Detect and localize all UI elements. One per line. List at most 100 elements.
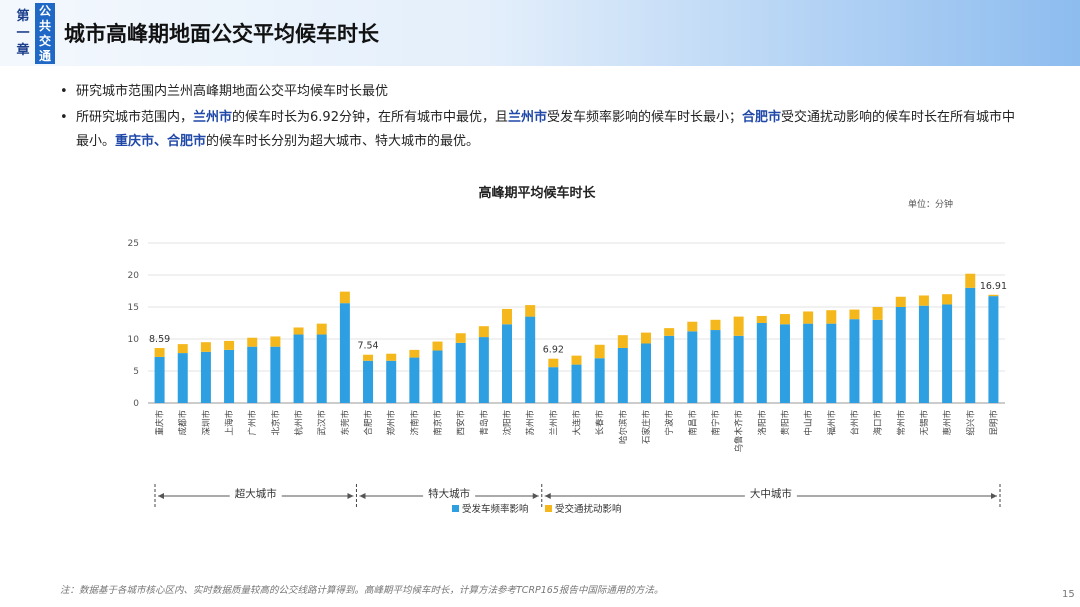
group-arrow-left bbox=[359, 493, 366, 499]
bar-traffic bbox=[293, 327, 304, 335]
x-tick-label: 济南市 bbox=[409, 410, 420, 436]
x-tick-label: 合肥市 bbox=[363, 410, 374, 436]
x-tick-label: 重庆市 bbox=[155, 410, 166, 436]
group-arrow-right bbox=[347, 493, 354, 499]
chart-title: 高峰期平均候车时长 bbox=[478, 185, 596, 201]
bar-frequency bbox=[502, 324, 513, 403]
bar-traffic bbox=[177, 344, 188, 354]
bar-frequency bbox=[177, 353, 188, 403]
chart-unit: 单位：分钟 bbox=[908, 198, 953, 210]
bar-frequency bbox=[270, 346, 281, 403]
y-tick-label: 0 bbox=[133, 399, 139, 409]
legend-swatch-frequency bbox=[452, 505, 459, 512]
x-tick-label: 惠州市 bbox=[942, 410, 953, 436]
bar-frequency bbox=[571, 364, 582, 403]
bar-frequency bbox=[710, 330, 721, 403]
bar-traffic bbox=[409, 349, 420, 358]
bar-frequency bbox=[918, 305, 929, 403]
bar-traffic bbox=[154, 348, 165, 357]
bar-traffic bbox=[803, 311, 814, 324]
x-tick-label: 哈尔滨市 bbox=[618, 410, 629, 445]
bar-frequency bbox=[478, 337, 489, 403]
highlight-hefei: 合肥市 bbox=[742, 110, 782, 125]
bar-traffic bbox=[200, 342, 211, 352]
summary-bullets: 研究城市范围内兰州高峰期地面公交平均候车时长最优 所研究城市范围内，兰州市的候车… bbox=[60, 80, 1020, 156]
bar-traffic bbox=[571, 355, 582, 365]
group-label: 大中城市 bbox=[750, 487, 792, 500]
y-axis: 0 5 10 15 20 25 bbox=[128, 239, 140, 409]
chapter-char: 章 bbox=[16, 43, 30, 58]
bullet-2-text: 所研究城市范围内， bbox=[76, 110, 194, 125]
x-tick-label: 上海市 bbox=[224, 410, 235, 436]
data-label: 6.92 bbox=[543, 345, 564, 356]
bar-traffic bbox=[640, 332, 651, 344]
bar-traffic bbox=[710, 319, 721, 331]
x-tick-label: 福州市 bbox=[826, 410, 837, 436]
bar-traffic bbox=[918, 295, 929, 306]
bullet-2-text: 的候车时长分别为超大城市、特大城市的最优。 bbox=[206, 134, 480, 149]
bar-frequency bbox=[617, 347, 628, 403]
bar-frequency bbox=[386, 360, 397, 403]
x-tick-label: 青岛市 bbox=[479, 410, 490, 436]
x-axis-labels: 重庆市 成都市 深圳市 上海市 广州市 北京市 杭州市 武汉市 东莞市 合肥市 郑州市 济南市 南京市 西… bbox=[155, 410, 1000, 453]
x-tick-label: 洛阳市 bbox=[757, 410, 768, 436]
x-tick-label: 南京市 bbox=[433, 410, 444, 436]
x-tick-label: 深圳市 bbox=[201, 410, 212, 436]
city-group-brackets: 超大城市 特大城市 大中城市 bbox=[154, 484, 1001, 508]
bar-traffic bbox=[247, 337, 258, 347]
page-title: 城市高峰期地面公交平均候车时长 bbox=[64, 22, 379, 46]
bar-frequency bbox=[849, 319, 860, 403]
x-tick-label: 贵阳市 bbox=[780, 410, 791, 436]
x-tick-label: 苏州市 bbox=[525, 410, 536, 436]
bar-frequency bbox=[247, 346, 258, 403]
bar-frequency bbox=[293, 334, 304, 403]
page-number: 15 bbox=[1062, 589, 1075, 600]
highlight-chongqing-hefei: 重庆市、合肥市 bbox=[115, 134, 207, 149]
bar-frequency bbox=[455, 342, 466, 403]
footnote: 注：数据基于各城市核心区内、实时数据质量较高的公交线路计算得到。高峰期平均候车时… bbox=[60, 585, 664, 596]
bar-frequency bbox=[872, 319, 883, 403]
x-tick-label: 杭州市 bbox=[294, 410, 305, 436]
group-label-bg bbox=[744, 488, 797, 498]
x-tick-label: 郑州市 bbox=[386, 410, 397, 436]
bullet-2-text: 受交通扰动影响的候车时长在所有城市中最小。 bbox=[76, 110, 1016, 149]
group-label: 超大城市 bbox=[235, 487, 277, 500]
bullet-2: 所研究城市范围内，兰州市的候车时长为6.92分钟，在所有城市中最优，且兰州市受发… bbox=[60, 106, 1020, 154]
section-char: 交 bbox=[38, 34, 51, 48]
chapter-char: 一 bbox=[16, 26, 30, 41]
data-label: 7.54 bbox=[357, 341, 378, 352]
bar-traffic bbox=[224, 340, 235, 350]
legend: 受发车频率影响 受交通扰动影响 bbox=[452, 503, 622, 515]
group-arrow-right bbox=[532, 493, 539, 499]
group-arrow-right bbox=[991, 493, 997, 499]
bar-frequency bbox=[965, 287, 976, 403]
bar-frequency bbox=[640, 343, 651, 403]
bar-frequency bbox=[409, 357, 420, 403]
x-tick-label: 昆明市 bbox=[988, 410, 999, 436]
x-tick-label: 南昌市 bbox=[687, 410, 698, 436]
group-label-bg bbox=[423, 488, 476, 498]
x-tick-label: 武汉市 bbox=[317, 410, 328, 436]
x-tick-label: 北京市 bbox=[270, 410, 281, 436]
bar-traffic bbox=[664, 328, 675, 336]
bar-traffic bbox=[965, 273, 976, 288]
bar-frequency bbox=[154, 356, 165, 403]
x-tick-label: 中山市 bbox=[803, 410, 814, 436]
x-tick-label: 南宁市 bbox=[710, 410, 721, 436]
y-tick-label: 5 bbox=[133, 367, 139, 377]
x-tick-label: 成都市 bbox=[178, 410, 189, 436]
group-label: 特大城市 bbox=[428, 487, 470, 500]
bar-traffic bbox=[386, 353, 397, 361]
bar-traffic bbox=[849, 309, 860, 320]
bar-traffic bbox=[339, 291, 350, 304]
bar-frequency bbox=[363, 360, 374, 403]
data-label: 8.59 bbox=[149, 334, 170, 345]
x-tick-label: 无锡市 bbox=[919, 410, 930, 436]
bar-frequency bbox=[826, 323, 837, 403]
x-tick-label: 长春市 bbox=[595, 410, 606, 436]
group-arrow-left bbox=[544, 493, 551, 499]
section-badge: 公 共 交 通 bbox=[35, 3, 55, 64]
legend-label-frequency: 受发车频率影响 bbox=[462, 503, 529, 515]
bar-frequency bbox=[594, 358, 605, 403]
